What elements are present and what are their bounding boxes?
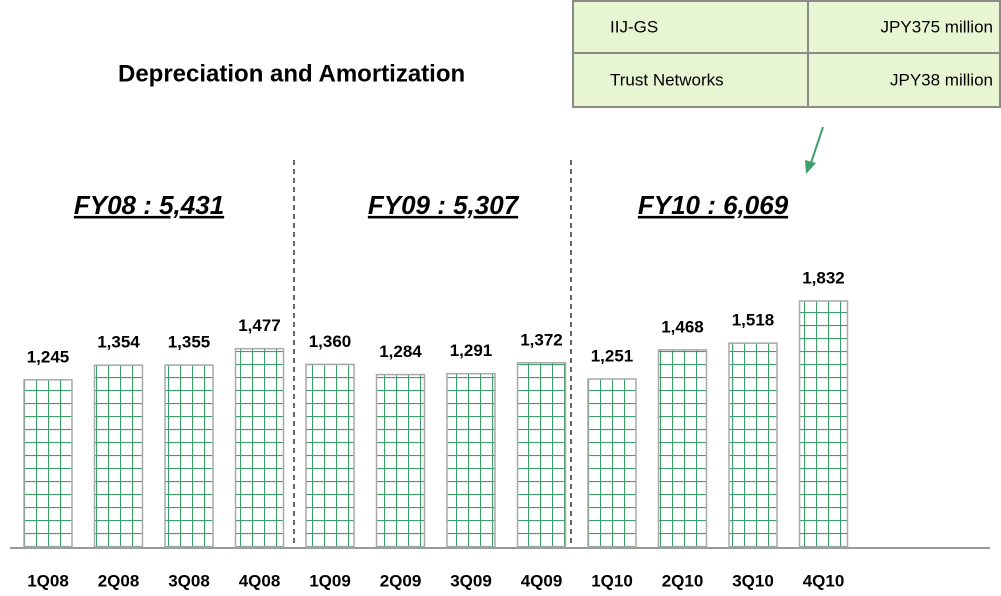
bar xyxy=(516,362,567,548)
value-label: 1,477 xyxy=(238,316,281,335)
bar xyxy=(587,378,637,548)
value-label: 1,355 xyxy=(168,333,211,352)
x-tick-label: 1Q10 xyxy=(591,571,633,590)
table-cell: JPY375 million xyxy=(881,17,993,36)
x-tick-label: 3Q08 xyxy=(168,571,210,590)
bar xyxy=(657,349,708,548)
x-tick-label: 1Q09 xyxy=(309,571,351,590)
table-cell: Trust Networks xyxy=(610,70,724,89)
x-tick-label: 4Q08 xyxy=(239,571,281,590)
value-label: 1,832 xyxy=(802,268,845,287)
fy-annotation: FY10 : 6,069 xyxy=(638,190,789,220)
value-label: 1,468 xyxy=(661,317,704,336)
bar xyxy=(728,342,778,548)
value-label: 1,518 xyxy=(732,311,775,330)
value-label: 1,354 xyxy=(97,333,140,352)
bar xyxy=(798,300,849,548)
bar xyxy=(446,372,496,548)
value-label: 1,251 xyxy=(591,347,634,366)
bar xyxy=(93,364,144,548)
x-tick-label: 1Q08 xyxy=(27,571,69,590)
value-label: 1,284 xyxy=(379,342,422,361)
arrow xyxy=(805,126,824,174)
bar xyxy=(23,379,73,548)
chart-title: Depreciation and Amortization xyxy=(118,60,465,87)
info-table: IIJ-GS JPY375 million Trust Networks JPY… xyxy=(572,0,1001,108)
table-cell: JPY38 million xyxy=(890,70,993,89)
bar xyxy=(375,373,426,548)
value-label: 1,291 xyxy=(450,341,493,360)
x-tick-label: 2Q09 xyxy=(380,571,422,590)
fy-annotation: FY09 : 5,307 xyxy=(368,190,520,220)
x-tick-label: 2Q08 xyxy=(98,571,140,590)
x-tick-label: 2Q10 xyxy=(662,571,704,590)
bar xyxy=(234,347,285,548)
table-cell: IIJ-GS xyxy=(610,17,658,36)
value-label: 1,245 xyxy=(27,347,70,366)
x-tick-label: 3Q10 xyxy=(732,571,774,590)
bar xyxy=(164,364,214,548)
x-tick-label: 3Q09 xyxy=(450,571,492,590)
value-label: 1,360 xyxy=(309,332,352,351)
x-tick-label: 4Q09 xyxy=(521,571,563,590)
fy-annotation: FY08 : 5,431 xyxy=(74,190,224,220)
bar xyxy=(305,363,355,548)
value-label: 1,372 xyxy=(520,330,563,349)
x-tick-label: 4Q10 xyxy=(803,571,845,590)
